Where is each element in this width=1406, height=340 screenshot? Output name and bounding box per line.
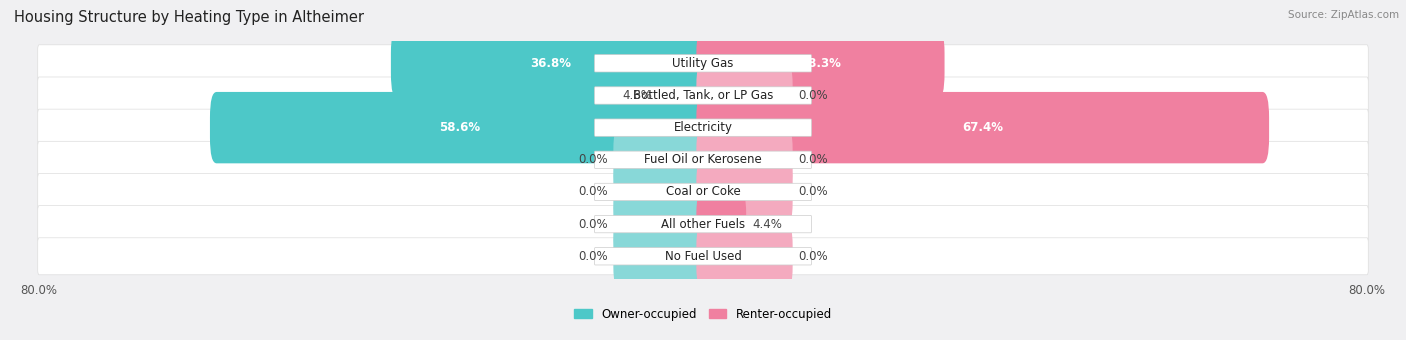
FancyBboxPatch shape [38, 141, 1368, 178]
Text: 0.0%: 0.0% [799, 250, 828, 263]
FancyBboxPatch shape [696, 156, 793, 228]
Text: Housing Structure by Heating Type in Altheimer: Housing Structure by Heating Type in Alt… [14, 10, 364, 25]
FancyBboxPatch shape [38, 238, 1368, 275]
FancyBboxPatch shape [696, 188, 747, 260]
Text: No Fuel Used: No Fuel Used [665, 250, 741, 263]
Text: Coal or Coke: Coal or Coke [665, 185, 741, 199]
FancyBboxPatch shape [38, 45, 1368, 82]
FancyBboxPatch shape [38, 206, 1368, 243]
FancyBboxPatch shape [613, 156, 710, 228]
FancyBboxPatch shape [595, 216, 811, 233]
Text: Fuel Oil or Kerosene: Fuel Oil or Kerosene [644, 153, 762, 166]
FancyBboxPatch shape [595, 87, 811, 104]
FancyBboxPatch shape [38, 173, 1368, 210]
Text: 4.6%: 4.6% [623, 89, 652, 102]
FancyBboxPatch shape [595, 151, 811, 169]
FancyBboxPatch shape [696, 92, 1270, 163]
FancyBboxPatch shape [696, 221, 793, 292]
FancyBboxPatch shape [613, 188, 710, 260]
Text: Utility Gas: Utility Gas [672, 57, 734, 70]
FancyBboxPatch shape [595, 183, 811, 201]
Text: All other Fuels: All other Fuels [661, 218, 745, 231]
FancyBboxPatch shape [696, 60, 793, 131]
FancyBboxPatch shape [696, 124, 793, 196]
Text: 0.0%: 0.0% [799, 153, 828, 166]
FancyBboxPatch shape [595, 55, 811, 72]
Legend: Owner-occupied, Renter-occupied: Owner-occupied, Renter-occupied [569, 303, 837, 325]
FancyBboxPatch shape [595, 248, 811, 265]
FancyBboxPatch shape [696, 28, 945, 99]
Text: 0.0%: 0.0% [578, 153, 607, 166]
FancyBboxPatch shape [209, 92, 710, 163]
Text: Electricity: Electricity [673, 121, 733, 134]
FancyBboxPatch shape [38, 109, 1368, 146]
FancyBboxPatch shape [613, 221, 710, 292]
FancyBboxPatch shape [613, 124, 710, 196]
Text: 0.0%: 0.0% [799, 185, 828, 199]
Text: 4.4%: 4.4% [752, 218, 782, 231]
Text: 67.4%: 67.4% [962, 121, 1004, 134]
Text: 58.6%: 58.6% [439, 121, 481, 134]
Text: Bottled, Tank, or LP Gas: Bottled, Tank, or LP Gas [633, 89, 773, 102]
Text: 36.8%: 36.8% [530, 57, 571, 70]
Text: 0.0%: 0.0% [578, 250, 607, 263]
FancyBboxPatch shape [38, 77, 1368, 114]
Text: Source: ZipAtlas.com: Source: ZipAtlas.com [1288, 10, 1399, 20]
Text: 0.0%: 0.0% [578, 218, 607, 231]
Text: 0.0%: 0.0% [578, 185, 607, 199]
FancyBboxPatch shape [391, 28, 710, 99]
Text: 28.3%: 28.3% [800, 57, 841, 70]
Text: 0.0%: 0.0% [799, 89, 828, 102]
FancyBboxPatch shape [658, 60, 710, 131]
FancyBboxPatch shape [595, 119, 811, 136]
